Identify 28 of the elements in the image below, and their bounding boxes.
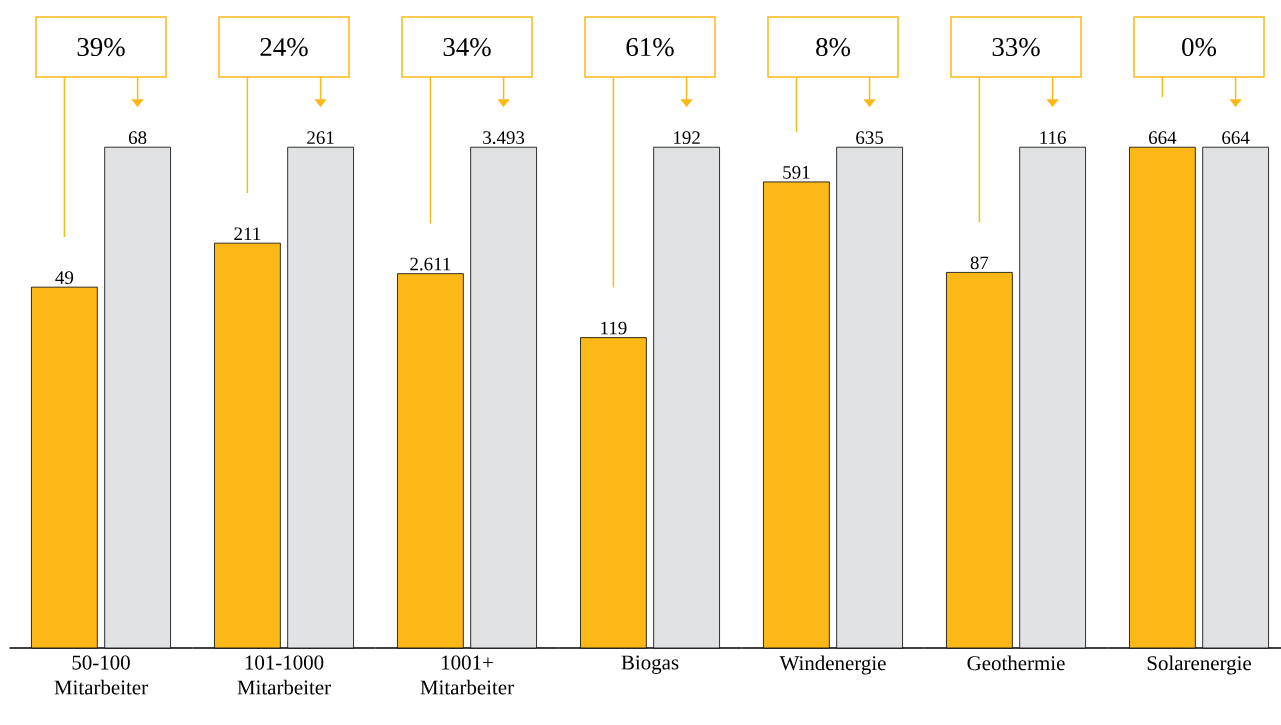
data-label: 49 [55,271,74,284]
data-label: 68 [128,131,147,145]
data-label: 664 [1222,131,1250,145]
text: 8% [816,37,851,57]
data-label: 119 [601,321,627,335]
data-label: 664 [1149,131,1177,145]
text: 34% [443,37,491,57]
data-label: 192 [674,131,700,145]
data-label: 3.493 [483,131,525,145]
data-label: 591 [783,166,810,179]
data-label: 116 [1040,131,1066,145]
text: 61% [626,37,674,57]
x-tick-label: 101-1000 Mitarbeiter [237,655,331,695]
x-tick-label: Geothermie [967,655,1065,671]
data-label: 211 [234,227,261,240]
data-label: 261 [307,131,334,145]
x-tick-label: 50-100 Mitarbeiter [54,655,148,695]
text: 33% [992,37,1040,57]
x-tick-label: Biogas [621,655,679,674]
x-tick-label: Windenergie [779,655,886,675]
x-tick-label: 1001+ Mitarbeiter [420,655,514,695]
text: 0% [1182,37,1217,57]
x-tick-label: Solarenergie [1147,655,1251,675]
data-label: 635 [856,131,884,145]
data-label: 2.611 [410,257,451,271]
text: 39% [77,37,125,57]
data-label: 87 [970,256,989,270]
text: 24% [260,37,308,57]
